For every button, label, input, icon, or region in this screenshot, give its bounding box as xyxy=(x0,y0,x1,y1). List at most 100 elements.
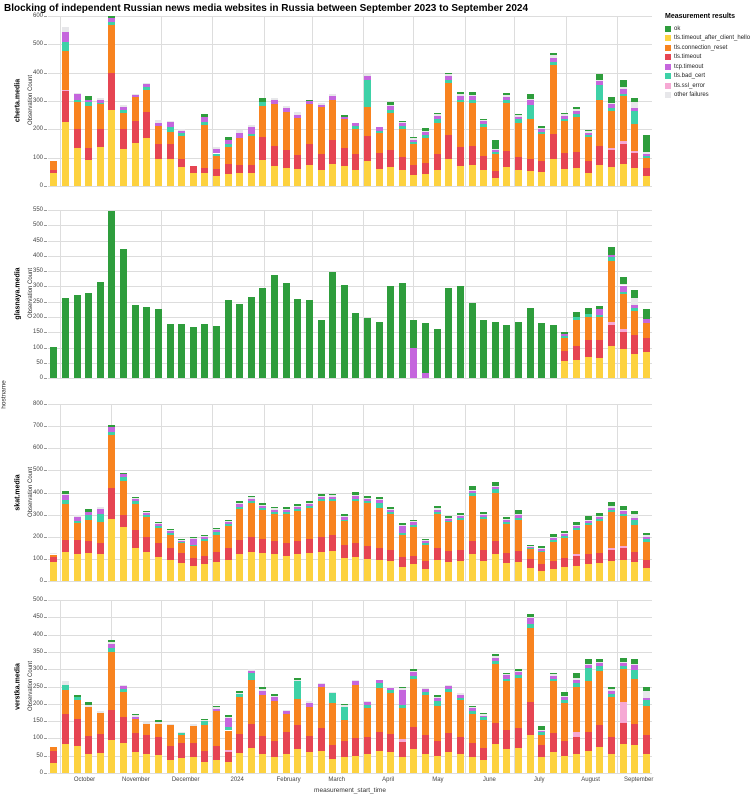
bar-segment[interactable] xyxy=(642,319,650,323)
bar-segment[interactable] xyxy=(503,324,511,378)
bar-segment[interactable] xyxy=(294,540,302,555)
bar-segment[interactable] xyxy=(561,557,569,567)
bar-segment[interactable] xyxy=(445,72,453,75)
bar-segment[interactable] xyxy=(526,617,534,625)
bar-segment[interactable] xyxy=(201,121,209,126)
bar-segment[interactable] xyxy=(619,511,627,515)
bar-segment[interactable] xyxy=(224,147,232,165)
bar-segment[interactable] xyxy=(468,742,476,758)
bar-segment[interactable] xyxy=(282,731,290,754)
bar-segment[interactable] xyxy=(363,737,371,754)
bar-segment[interactable] xyxy=(61,31,69,42)
bar-segment[interactable] xyxy=(561,114,569,116)
bar-segment[interactable] xyxy=(375,127,383,131)
bar-segment[interactable] xyxy=(340,285,348,378)
bar-segment[interactable] xyxy=(96,710,104,713)
bar-segment[interactable] xyxy=(50,762,58,773)
bar-segment[interactable] xyxy=(573,731,580,737)
bar-segment[interactable] xyxy=(85,102,93,106)
bar-segment[interactable] xyxy=(526,93,534,99)
bar-segment[interactable] xyxy=(178,539,186,541)
bar-segment[interactable] xyxy=(61,540,69,553)
bar-segment[interactable] xyxy=(596,516,604,518)
bar-segment[interactable] xyxy=(619,665,627,670)
bar-segment[interactable] xyxy=(120,477,127,482)
bar-segment[interactable] xyxy=(247,552,255,581)
bar-segment[interactable] xyxy=(619,546,627,548)
bar-segment[interactable] xyxy=(538,548,546,551)
bar-segment[interactable] xyxy=(212,746,220,760)
bar-segment[interactable] xyxy=(363,318,371,378)
bar-segment[interactable] xyxy=(224,752,232,762)
bar-segment[interactable] xyxy=(236,504,244,507)
bar-segment[interactable] xyxy=(549,678,557,682)
bar-segment[interactable] xyxy=(178,543,186,554)
bar-segment[interactable] xyxy=(259,553,267,581)
bar-segment[interactable] xyxy=(329,535,337,552)
bar-segment[interactable] xyxy=(491,653,499,657)
bar-segment[interactable] xyxy=(514,113,522,116)
bar-segment[interactable] xyxy=(247,495,255,498)
bar-segment[interactable] xyxy=(294,114,302,118)
bar-segment[interactable] xyxy=(224,730,232,750)
bar-segment[interactable] xyxy=(596,84,604,101)
bar-segment[interactable] xyxy=(108,24,116,73)
bar-segment[interactable] xyxy=(85,99,93,103)
bar-segment[interactable] xyxy=(259,506,267,509)
bar-segment[interactable] xyxy=(445,75,453,80)
bar-segment[interactable] xyxy=(131,120,139,143)
bar-segment[interactable] xyxy=(538,729,546,731)
bar-segment[interactable] xyxy=(538,172,546,186)
bar-segment[interactable] xyxy=(166,725,174,746)
bar-segment[interactable] xyxy=(503,100,511,103)
bar-segment[interactable] xyxy=(259,137,267,160)
bar-segment[interactable] xyxy=(387,166,395,186)
bar-segment[interactable] xyxy=(143,754,151,773)
bar-segment[interactable] xyxy=(538,732,546,735)
bar-segment[interactable] xyxy=(305,706,313,736)
bar-segment[interactable] xyxy=(584,664,592,665)
bar-segment[interactable] xyxy=(236,129,244,133)
bar-segment[interactable] xyxy=(549,672,557,675)
bar-segment[interactable] xyxy=(50,554,58,557)
bar-segment[interactable] xyxy=(503,520,511,523)
bar-segment[interactable] xyxy=(143,721,151,724)
bar-segment[interactable] xyxy=(573,683,580,687)
bar-segment[interactable] xyxy=(607,690,615,695)
bar-segment[interactable] xyxy=(433,696,441,699)
bar-segment[interactable] xyxy=(468,94,476,97)
bar-segment[interactable] xyxy=(503,96,511,101)
bar-segment[interactable] xyxy=(96,734,104,754)
bar-segment[interactable] xyxy=(573,526,580,528)
bar-segment[interactable] xyxy=(619,163,627,186)
bar-segment[interactable] xyxy=(224,749,232,753)
bar-segment[interactable] xyxy=(607,502,615,507)
bar-segment[interactable] xyxy=(631,514,639,518)
bar-segment[interactable] xyxy=(61,494,69,501)
bar-segment[interactable] xyxy=(422,135,429,138)
bar-segment[interactable] xyxy=(549,540,557,543)
bar-segment[interactable] xyxy=(607,507,615,511)
bar-segment[interactable] xyxy=(247,536,255,553)
bar-segment[interactable] xyxy=(294,506,302,510)
bar-segment[interactable] xyxy=(224,300,232,378)
bar-segment[interactable] xyxy=(410,521,418,523)
bar-segment[interactable] xyxy=(596,164,604,186)
bar-segment[interactable] xyxy=(271,695,278,698)
bar-segment[interactable] xyxy=(50,747,58,751)
bar-segment[interactable] xyxy=(422,540,429,543)
bar-segment[interactable] xyxy=(108,18,116,22)
bar-segment[interactable] xyxy=(224,547,232,560)
bar-segment[interactable] xyxy=(201,750,209,762)
bar-segment[interactable] xyxy=(468,303,476,378)
bar-segment[interactable] xyxy=(375,498,383,500)
bar-segment[interactable] xyxy=(305,504,313,507)
bar-segment[interactable] xyxy=(305,101,313,104)
bar-segment[interactable] xyxy=(491,487,499,490)
bar-segment[interactable] xyxy=(329,272,337,378)
bar-segment[interactable] xyxy=(120,716,127,743)
bar-segment[interactable] xyxy=(422,128,429,131)
bar-segment[interactable] xyxy=(642,560,650,568)
bar-segment[interactable] xyxy=(271,740,278,757)
bar-segment[interactable] xyxy=(503,678,511,682)
